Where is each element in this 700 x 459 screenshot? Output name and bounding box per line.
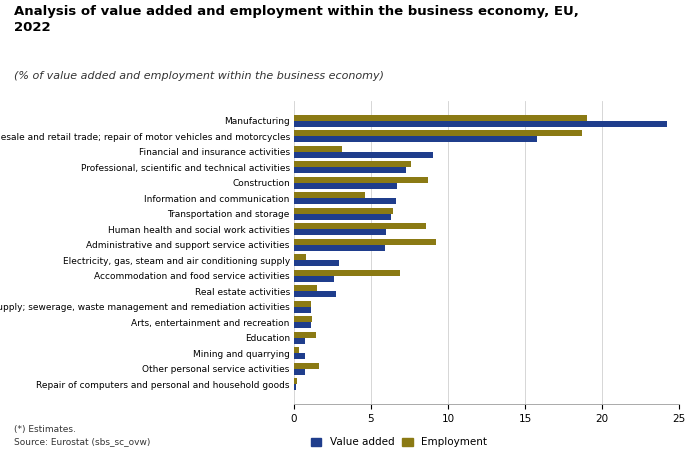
Bar xyxy=(294,369,304,375)
Bar xyxy=(294,136,538,142)
Bar xyxy=(294,177,428,183)
Bar xyxy=(294,130,582,136)
Bar xyxy=(294,276,334,282)
Bar xyxy=(294,121,666,127)
Bar xyxy=(294,322,311,328)
Bar xyxy=(294,353,304,359)
Bar xyxy=(294,223,426,229)
Bar xyxy=(294,316,312,322)
Text: (*) Estimates.: (*) Estimates. xyxy=(14,425,76,434)
Bar xyxy=(294,260,339,266)
Bar xyxy=(294,146,342,151)
Bar xyxy=(294,307,311,313)
Text: Analysis of value added and employment within the business economy, EU,
2022: Analysis of value added and employment w… xyxy=(14,5,579,34)
Bar xyxy=(294,347,299,353)
Bar xyxy=(294,183,397,189)
Bar xyxy=(294,245,385,251)
Text: (% of value added and employment within the business economy): (% of value added and employment within … xyxy=(14,71,384,81)
Bar xyxy=(294,161,411,167)
Bar xyxy=(294,285,317,291)
Bar xyxy=(294,332,316,338)
Bar xyxy=(294,115,587,121)
Bar xyxy=(294,378,297,384)
Bar xyxy=(294,167,407,173)
Bar xyxy=(294,208,393,214)
Bar xyxy=(294,291,335,297)
Bar xyxy=(294,384,295,390)
Bar xyxy=(294,254,307,260)
Bar xyxy=(294,363,318,369)
Bar xyxy=(294,239,435,245)
Bar xyxy=(294,301,311,307)
Bar xyxy=(294,214,391,219)
Text: Source: Eurostat (sbs_sc_ovw): Source: Eurostat (sbs_sc_ovw) xyxy=(14,437,150,446)
Legend: Value added, Employment: Value added, Employment xyxy=(307,433,491,452)
Bar xyxy=(294,270,400,276)
Bar xyxy=(294,151,433,157)
Bar xyxy=(294,338,304,344)
Bar xyxy=(294,192,365,198)
Bar xyxy=(294,229,386,235)
Bar xyxy=(294,198,396,204)
